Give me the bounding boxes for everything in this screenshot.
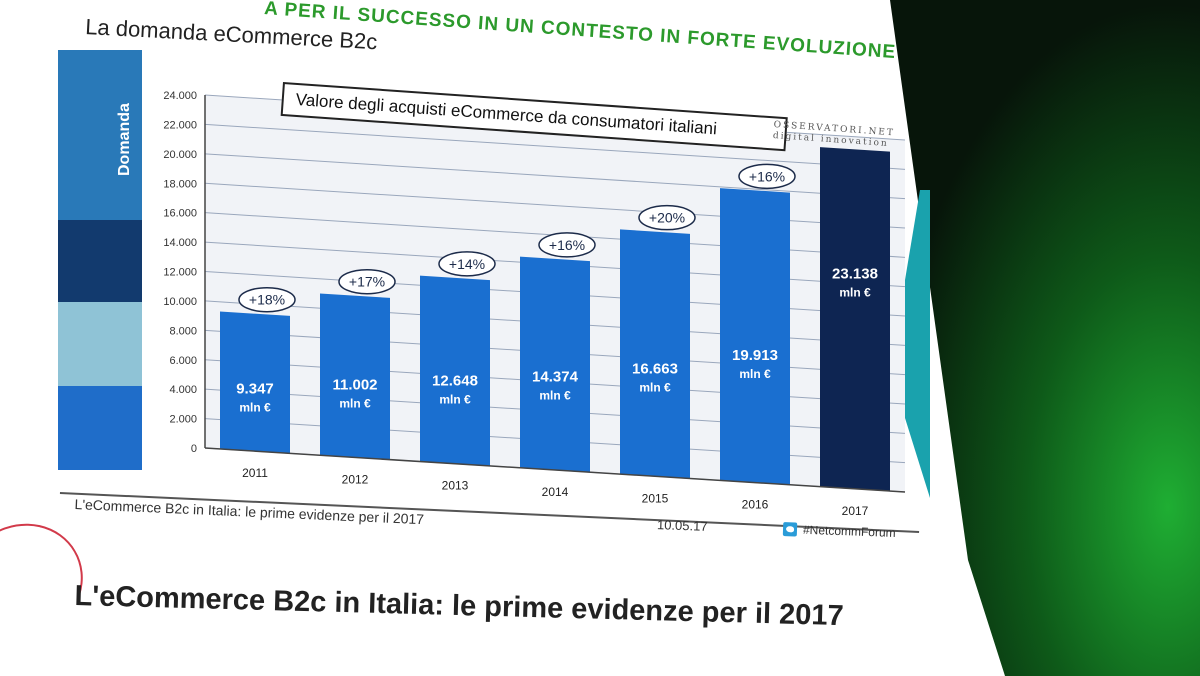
side-panel-4: [58, 386, 142, 470]
bar-value-label: 9.347: [236, 380, 274, 397]
bar-unit-label: mln €: [339, 397, 371, 411]
growth-badge: [538, 232, 596, 258]
x-tick-label: 2012: [342, 472, 369, 486]
chart-area: 0 2.000 4.000 6.000 8.000 10.000 12.000 14.000 1…: [58, 50, 906, 518]
y-tick-label: 2.000: [169, 414, 197, 426]
bar-unit-label: mln €: [539, 388, 571, 402]
footer-date: 10.05.17: [656, 517, 708, 534]
bar-2017: [820, 147, 890, 492]
y-tick-label: 6.000: [169, 355, 197, 367]
y-tick-label: 24.000: [163, 90, 197, 102]
growth-label: +18%: [249, 292, 285, 308]
bar-unit-label: mln €: [839, 285, 871, 299]
y-tick-label: 14.000: [163, 237, 197, 249]
bar-unit-label: mln €: [639, 381, 671, 395]
growth-badge: [338, 268, 396, 295]
bar-unit-label: mln €: [439, 393, 471, 407]
bar-value-label: 12.648: [432, 373, 478, 390]
growth-badge: [438, 251, 496, 277]
bar-value-label: 23.138: [832, 265, 878, 282]
growth-label: +17%: [349, 274, 385, 290]
y-tick-label: 0: [191, 443, 197, 455]
x-tick-label: 2014: [542, 485, 569, 499]
y-tick-label: 20.000: [163, 149, 197, 161]
y-tick-label: 18.000: [163, 178, 197, 190]
x-tick-label: 2013: [442, 479, 469, 493]
growth-label: +14%: [449, 256, 485, 272]
growth-badge: [238, 286, 296, 313]
growth-label: +16%: [549, 237, 585, 253]
bar-value-label: 19.913: [732, 347, 778, 364]
bar-chart: 0 2.000 4.000 6.000 8.000 10.000 12.000 14.000 1…: [58, 50, 906, 518]
bar-2015: [620, 229, 690, 479]
growth-badge: [638, 204, 696, 231]
twitter-icon: [782, 522, 798, 537]
y-tick-label: 16.000: [163, 208, 197, 220]
gridline: [204, 123, 906, 170]
x-tick-label: 2015: [642, 491, 669, 505]
side-label-domanda: Domanda: [116, 103, 133, 177]
gridline: [204, 153, 906, 200]
x-tick-label: 2011: [242, 466, 268, 480]
y-tick-label: 10.000: [163, 296, 197, 308]
side-panel-2: [58, 220, 142, 302]
bar-2016: [720, 188, 790, 485]
bar-value-label: 14.374: [532, 368, 579, 385]
y-tick-label: 12.000: [163, 267, 197, 279]
growth-badge: [738, 163, 796, 190]
bar-2012: [320, 293, 390, 460]
x-tick-label: 2017: [842, 504, 869, 518]
growth-label: +20%: [649, 210, 685, 226]
bar-2014: [520, 256, 590, 473]
bar-2013: [420, 275, 490, 466]
y-tick-label: 22.000: [163, 119, 197, 131]
side-panel-1: [58, 50, 142, 220]
x-axis: [204, 447, 906, 493]
side-panel-3: [58, 302, 142, 386]
bar-2011: [220, 311, 290, 454]
bar-unit-label: mln €: [739, 367, 771, 381]
bar-value-label: 11.002: [332, 377, 377, 394]
x-tick-label: 2016: [742, 498, 769, 512]
bar-value-label: 16.663: [632, 361, 678, 378]
growth-label: +16%: [749, 168, 785, 184]
y-tick-label: 4.000: [169, 384, 197, 396]
y-tick-label: 8.000: [169, 325, 197, 337]
bar-unit-label: mln €: [239, 400, 271, 414]
